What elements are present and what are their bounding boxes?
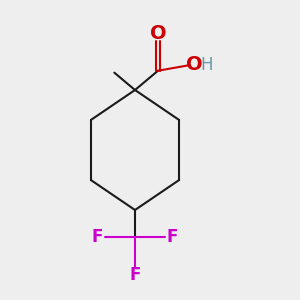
Text: O: O bbox=[186, 55, 202, 74]
Text: F: F bbox=[92, 228, 103, 246]
Text: F: F bbox=[167, 228, 178, 246]
Text: O: O bbox=[150, 24, 166, 43]
Text: F: F bbox=[129, 266, 141, 284]
Text: H: H bbox=[201, 56, 213, 74]
